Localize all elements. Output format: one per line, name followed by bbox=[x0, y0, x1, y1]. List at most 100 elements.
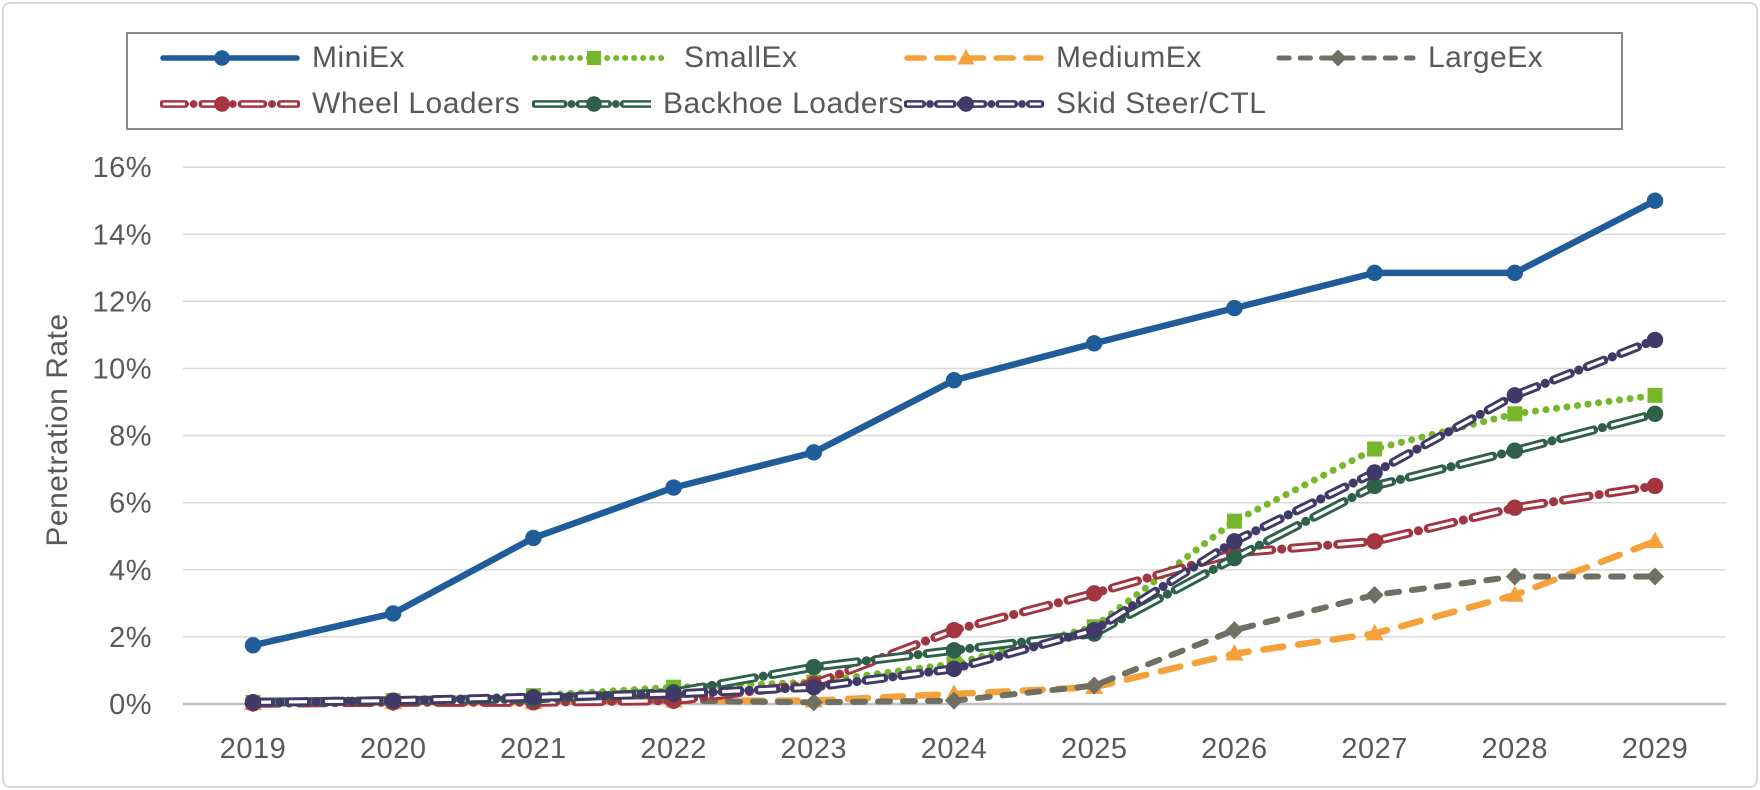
data-point-wheel-loaders bbox=[945, 621, 963, 639]
data-point-wheel-loaders bbox=[1366, 533, 1383, 550]
data-point-mediumex bbox=[1505, 585, 1524, 602]
x-axis-tick-labels: 2019 2020 2021 2022 2023 2024 2025 2026 2027 2028… bbox=[220, 733, 1689, 765]
y-tick-label: 10% bbox=[92, 354, 152, 386]
legend: MiniEx SmallEx MediumEx LargeEx Wheel Loade… bbox=[126, 32, 1623, 130]
data-point-backhoe-loaders bbox=[1226, 549, 1243, 567]
x-tick-label: 2021 bbox=[500, 733, 567, 765]
legend-swatch bbox=[904, 96, 1044, 112]
x-tick-label: 2029 bbox=[1622, 733, 1689, 765]
legend-marker bbox=[958, 96, 974, 112]
legend-marker bbox=[214, 96, 230, 112]
data-point-skid-steer-ctl bbox=[945, 660, 963, 677]
data-point-largeex bbox=[1225, 621, 1244, 640]
legend-label: Wheel Loaders bbox=[312, 87, 521, 121]
legend-label: Skid Steer/CTL bbox=[1056, 87, 1267, 121]
legend-label: Backhoe Loaders bbox=[663, 87, 904, 121]
legend-item-largeex: LargeEx bbox=[1276, 41, 1621, 75]
data-point-mediumex bbox=[1646, 531, 1664, 549]
data-point-backhoe-loaders bbox=[1646, 405, 1664, 422]
data-point-miniex bbox=[1226, 299, 1243, 317]
data-point-miniex bbox=[525, 529, 542, 547]
data-point-skid-steer-ctl bbox=[805, 679, 822, 696]
legend-label: LargeEx bbox=[1428, 40, 1544, 74]
data-point-wheel-loaders bbox=[1646, 477, 1664, 495]
data-point-miniex bbox=[805, 444, 822, 461]
data-point-largeex bbox=[945, 691, 963, 710]
data-point-largeex bbox=[1365, 585, 1384, 604]
legend-swatch bbox=[160, 50, 300, 66]
data-point-skid-steer-ctl bbox=[665, 685, 682, 703]
legend-item-mediumex: MediumEx bbox=[904, 41, 1276, 75]
data-point-skid-steer-ctl bbox=[1646, 331, 1664, 349]
y-tick-label: 0% bbox=[109, 689, 152, 721]
data-point-skid-steer-ctl bbox=[1366, 464, 1383, 481]
data-point-largeex bbox=[1085, 676, 1104, 695]
data-point-smallex bbox=[1507, 406, 1523, 422]
data-point-backhoe-loaders bbox=[1506, 442, 1524, 459]
y-axis-tick-labels: 0% 2% 4% 6% 8% 10% 12% 14% 16% bbox=[92, 152, 152, 721]
data-point-skid-steer-ctl bbox=[1506, 387, 1524, 404]
data-point-smallex bbox=[1367, 441, 1383, 457]
x-tick-label: 2022 bbox=[640, 733, 707, 765]
legend-item-miniex: MiniEx bbox=[160, 41, 532, 75]
legend-label: SmallEx bbox=[684, 40, 798, 74]
y-tick-label: 8% bbox=[109, 421, 152, 453]
data-point-miniex bbox=[665, 479, 682, 496]
data-point-largeex bbox=[804, 693, 823, 712]
legend-swatch bbox=[160, 96, 300, 112]
y-tick-label: 2% bbox=[109, 622, 152, 654]
x-tick-label: 2020 bbox=[360, 733, 427, 765]
data-point-backhoe-loaders bbox=[1366, 477, 1383, 495]
legend-label: MediumEx bbox=[1056, 40, 1202, 74]
y-tick-label: 6% bbox=[109, 488, 152, 520]
x-tick-label: 2026 bbox=[1201, 733, 1268, 765]
data-point-skid-steer-ctl bbox=[525, 689, 542, 706]
legend-item-wheel-loaders: Wheel Loaders bbox=[160, 87, 532, 121]
data-point-mediumex bbox=[1225, 644, 1244, 661]
data-point-mediumex bbox=[1365, 624, 1384, 641]
legend-item-smallex: SmallEx bbox=[532, 41, 904, 75]
legend-marker bbox=[586, 50, 602, 65]
x-tick-label: 2023 bbox=[781, 733, 848, 765]
data-point-skid-steer-ctl bbox=[1086, 621, 1103, 639]
y-tick-label: 12% bbox=[92, 286, 152, 318]
data-point-skid-steer-ctl bbox=[244, 694, 262, 711]
legend-row-1: MiniEx SmallEx MediumEx LargeEx bbox=[160, 35, 1621, 80]
data-point-miniex bbox=[385, 605, 402, 622]
legend-swatch bbox=[532, 96, 651, 112]
series-miniex bbox=[244, 192, 1664, 654]
data-point-miniex bbox=[1646, 192, 1664, 209]
legend-item-skid-steer-ctl: Skid Steer/CTL bbox=[904, 87, 1276, 121]
y-axis-title: Penetration Rate bbox=[41, 313, 74, 547]
legend-marker bbox=[957, 48, 975, 65]
data-point-smallex bbox=[1647, 387, 1663, 403]
y-tick-label: 4% bbox=[109, 555, 152, 587]
data-point-skid-steer-ctl bbox=[1226, 533, 1243, 550]
legend-swatch bbox=[1276, 49, 1416, 67]
data-point-skid-steer-ctl bbox=[385, 692, 402, 709]
legend-marker bbox=[586, 96, 602, 112]
data-point-miniex bbox=[1086, 335, 1103, 352]
y-tick-label: 16% bbox=[92, 152, 152, 184]
data-point-miniex bbox=[1366, 264, 1383, 282]
data-point-miniex bbox=[244, 637, 262, 654]
x-tick-label: 2027 bbox=[1341, 733, 1408, 765]
series-skid-steer-ctl bbox=[244, 331, 1664, 711]
legend-swatch bbox=[904, 48, 1044, 65]
legend-item-backhoe-loaders: Backhoe Loaders bbox=[532, 87, 904, 121]
data-point-backhoe-loaders bbox=[945, 642, 963, 659]
data-point-backhoe-loaders bbox=[805, 658, 822, 676]
legend-marker bbox=[214, 50, 230, 66]
data-point-largeex bbox=[1646, 567, 1664, 586]
legend-marker bbox=[1329, 49, 1347, 67]
x-tick-label: 2025 bbox=[1061, 733, 1128, 765]
x-tick-label: 2024 bbox=[921, 733, 988, 765]
data-point-miniex bbox=[945, 372, 963, 389]
legend-label: MiniEx bbox=[312, 40, 406, 74]
data-point-largeex bbox=[1505, 567, 1524, 586]
x-tick-label: 2019 bbox=[220, 733, 287, 765]
legend-swatch bbox=[532, 50, 672, 65]
y-tick-label: 14% bbox=[92, 219, 152, 251]
data-point-wheel-loaders bbox=[1086, 585, 1103, 602]
